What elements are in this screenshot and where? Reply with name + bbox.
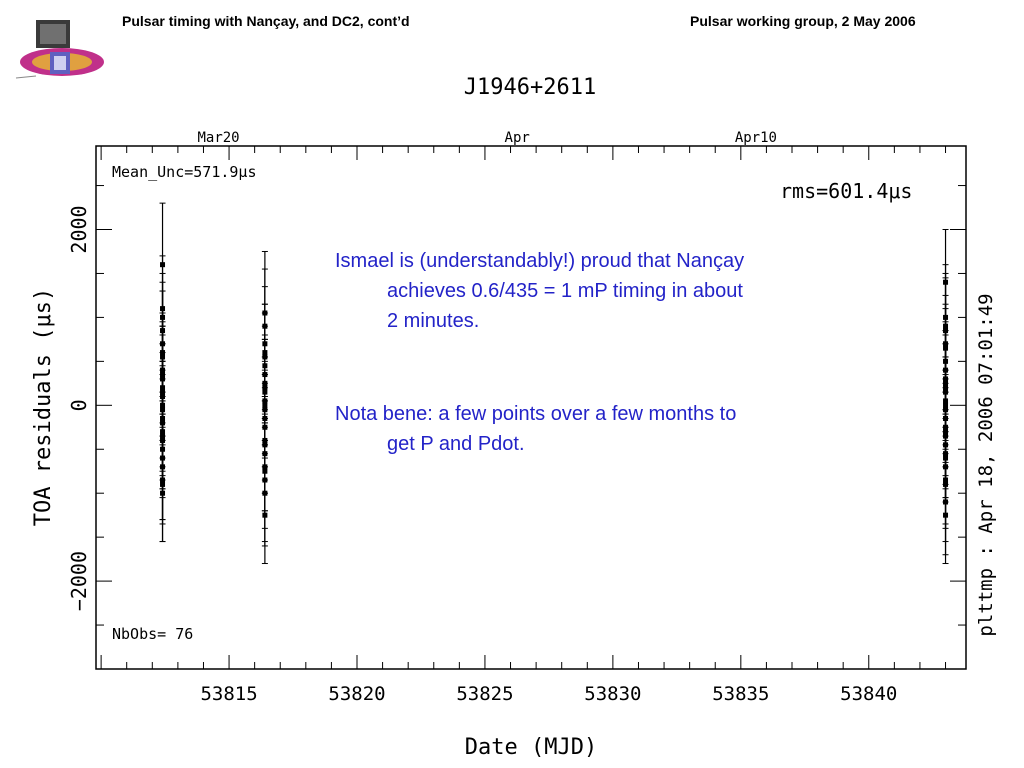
y-tick-label: −2000	[67, 551, 91, 611]
note-line: get P and Pdot.	[387, 433, 525, 455]
data-series	[159, 202, 949, 565]
note-nancay-timing: Ismael is (understandably!) proud that N…	[335, 246, 875, 336]
x-tick-label: 53825	[456, 683, 513, 705]
axis-ticks: 53815 53820 53825 53830 53835 53840 Mar20 Apr Ap…	[67, 130, 966, 705]
note-line: Nota bene: a few points over a few month…	[335, 403, 737, 425]
top-axis-date-label: Apr	[505, 130, 530, 146]
x-tick-label: 53830	[584, 683, 641, 705]
x-axis-label: Date (MJD)	[465, 735, 597, 760]
plot-border	[95, 145, 967, 670]
data-point	[262, 468, 268, 474]
data-point	[943, 429, 949, 435]
top-axis-date-label: Apr10	[735, 130, 777, 146]
x-tick-label: 53815	[200, 683, 257, 705]
y-tick-label: 2000	[67, 205, 91, 253]
data-point	[160, 437, 166, 443]
slide-title-right: Pulsar working group, 2 May 2006	[690, 13, 916, 29]
rms-annotation: rms=601.4μs	[780, 179, 912, 203]
x-tick-label: 53840	[840, 683, 897, 705]
slide-title-left: Pulsar timing with Nançay, and DC2, cont…	[122, 13, 410, 29]
data-point	[262, 350, 268, 356]
mean-unc-annotation: Mean_Unc=571.9μs	[112, 163, 257, 181]
chart-title: J1946+2611	[464, 75, 596, 100]
note-nota-bene: Nota bene: a few points over a few month…	[335, 399, 875, 459]
timestamp-annotation: plttmp : Apr 18, 2006 07:01:49	[975, 293, 997, 636]
note-line: Ismael is (understandably!) proud that N…	[335, 250, 745, 272]
x-tick-label: 53835	[712, 683, 769, 705]
data-point	[160, 367, 166, 373]
nobs-annotation: NbObs= 76	[112, 625, 193, 643]
glast-logo-icon	[15, 20, 104, 79]
x-tick-label: 53820	[328, 683, 385, 705]
note-line: achieves 0.6/435 = 1 mP timing in about	[387, 280, 743, 302]
y-tick-label: 0	[67, 399, 91, 411]
plot-frame	[95, 145, 967, 670]
note-line: 2 minutes.	[387, 310, 480, 332]
data-point	[943, 341, 949, 347]
y-axis-label: TOA residuals (μs)	[31, 288, 56, 526]
top-axis-date-label: Mar20	[197, 130, 239, 146]
